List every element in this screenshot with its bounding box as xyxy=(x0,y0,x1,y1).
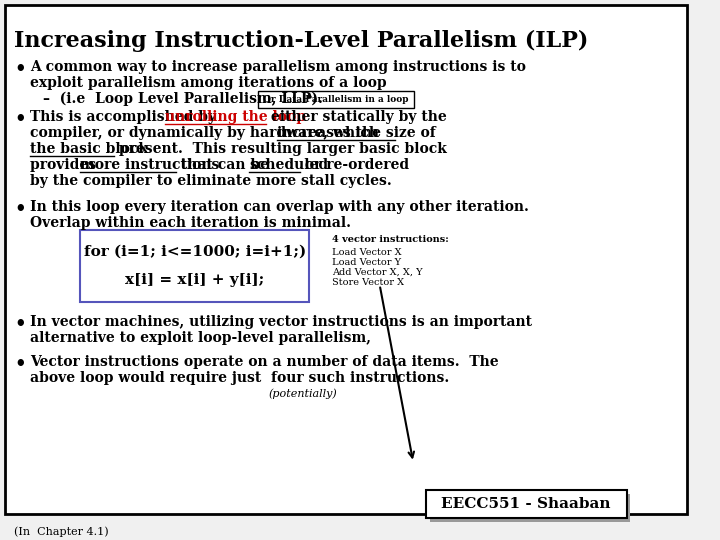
Text: (potentially): (potentially) xyxy=(269,389,337,399)
Text: for (i=1; i<=1000; i=i+1;): for (i=1; i<=1000; i=i+1;) xyxy=(84,245,306,259)
Text: In vector machines, utilizing vector instructions is an important: In vector machines, utilizing vector ins… xyxy=(30,315,532,329)
Text: This is accomplished by: This is accomplished by xyxy=(30,110,221,124)
Text: alternative to exploit loop-level parallelism,: alternative to exploit loop-level parall… xyxy=(30,330,371,345)
FancyBboxPatch shape xyxy=(430,495,631,523)
Text: exploit parallelism among iterations of a loop: exploit parallelism among iterations of … xyxy=(30,76,387,90)
Text: •: • xyxy=(14,110,26,128)
Text: •: • xyxy=(14,60,26,78)
Text: •: • xyxy=(14,355,26,373)
Text: Or Data Parallelism in a loop: Or Data Parallelism in a loop xyxy=(263,95,408,104)
Text: In this loop every iteration can overlap with any other iteration.: In this loop every iteration can overlap… xyxy=(30,200,528,214)
Text: Vector instructions operate on a number of data items.  The: Vector instructions operate on a number … xyxy=(30,355,498,369)
Text: above loop would require just  four such instructions.: above loop would require just four such … xyxy=(30,370,449,384)
Text: A common way to increase parallelism among instructions is to: A common way to increase parallelism amo… xyxy=(30,60,526,74)
Text: Load Vector X: Load Vector X xyxy=(332,248,401,256)
Text: Add Vector X, X, Y: Add Vector X, X, Y xyxy=(332,268,422,276)
Text: scheduled: scheduled xyxy=(249,158,328,172)
Text: compiler, or dynamically by hardware, which: compiler, or dynamically by hardware, wh… xyxy=(30,126,384,140)
Text: EECC551 - Shaaban: EECC551 - Shaaban xyxy=(441,497,611,511)
Text: Load Vector Y: Load Vector Y xyxy=(332,258,401,267)
Text: by the compiler to eliminate more stall cycles.: by the compiler to eliminate more stall … xyxy=(30,174,392,188)
Text: unrolling the loop: unrolling the loop xyxy=(165,110,306,124)
Text: increases the size of: increases the size of xyxy=(277,126,436,140)
Text: 4 vector instructions:: 4 vector instructions: xyxy=(332,235,449,244)
Text: present.  This resulting larger basic block: present. This resulting larger basic blo… xyxy=(114,142,447,156)
Text: or re-ordered: or re-ordered xyxy=(300,158,409,172)
Text: •: • xyxy=(14,200,26,218)
FancyBboxPatch shape xyxy=(80,230,310,302)
FancyBboxPatch shape xyxy=(426,490,626,518)
FancyBboxPatch shape xyxy=(5,5,687,515)
Text: provides: provides xyxy=(30,158,101,172)
Text: either statically by the: either statically by the xyxy=(266,110,446,124)
FancyBboxPatch shape xyxy=(258,91,413,108)
Text: •: • xyxy=(14,315,26,333)
Text: the basic block: the basic block xyxy=(30,142,148,156)
Text: –  (i.e  Loop Level Parallelism, LLP).: – (i.e Loop Level Parallelism, LLP). xyxy=(43,92,323,106)
Text: more instructions: more instructions xyxy=(81,158,220,172)
Text: that can be: that can be xyxy=(176,158,274,172)
Text: Store Vector X: Store Vector X xyxy=(332,278,404,287)
Text: (In  Chapter 4.1): (In Chapter 4.1) xyxy=(14,526,109,537)
Text: x[i] = x[i] + y[i];: x[i] = x[i] + y[i]; xyxy=(125,273,264,287)
Text: Overlap within each iteration is minimal.: Overlap within each iteration is minimal… xyxy=(30,216,351,230)
Text: Increasing Instruction-Level Parallelism (ILP): Increasing Instruction-Level Parallelism… xyxy=(14,30,589,52)
